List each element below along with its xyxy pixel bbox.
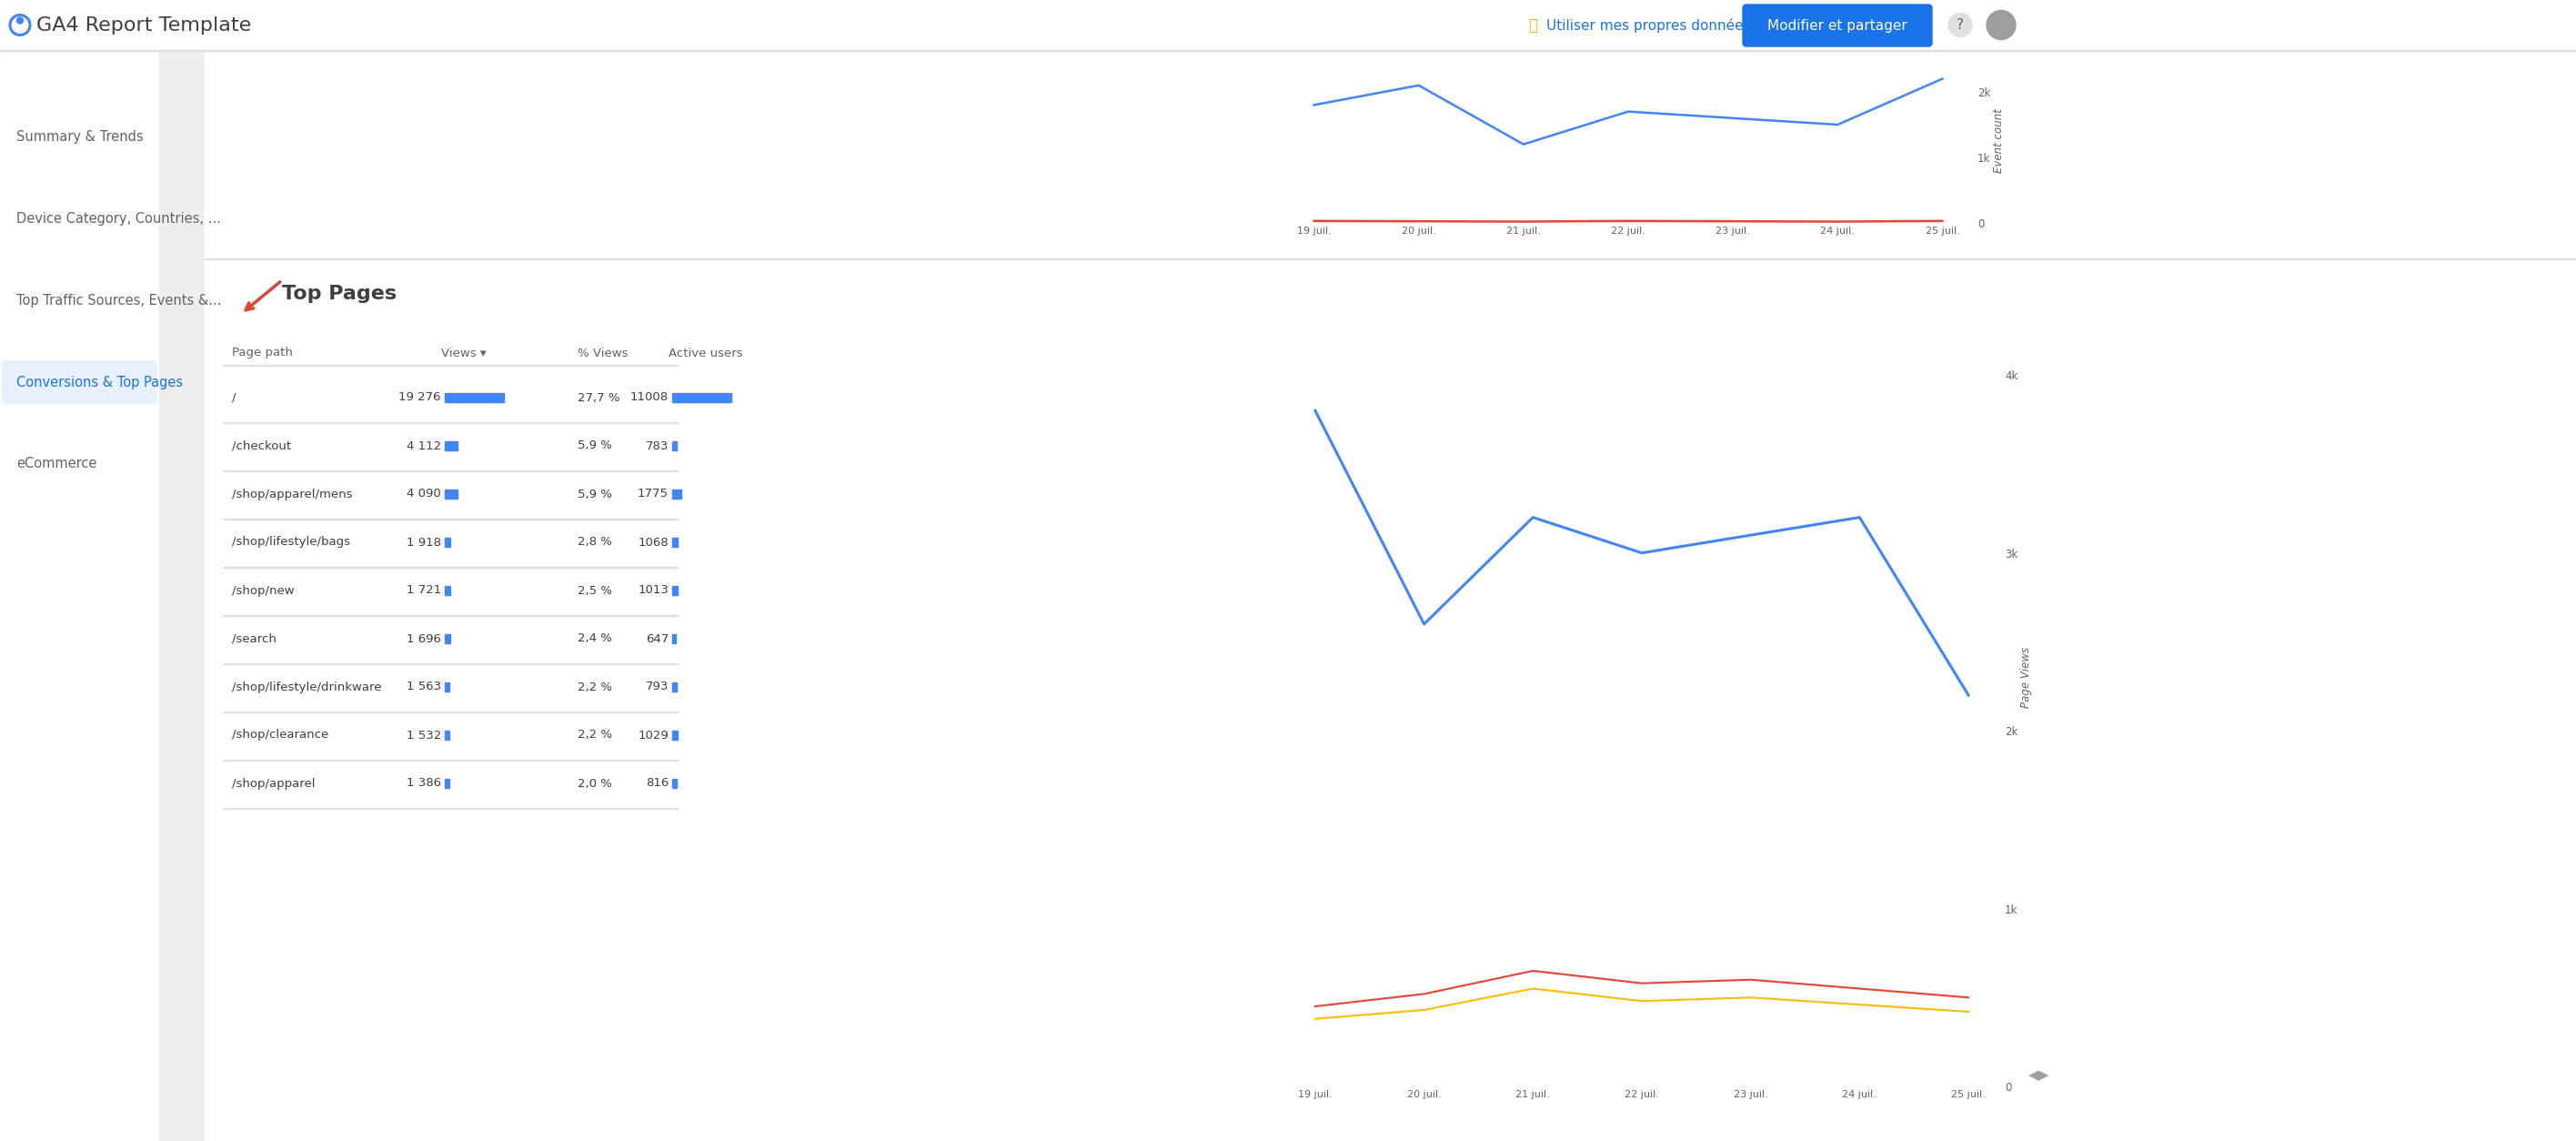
Text: ?: ? [1958, 18, 1963, 32]
Bar [672, 442, 677, 451]
Text: Top Pages: Top Pages [281, 285, 397, 304]
Text: 1 696: 1 696 [407, 633, 440, 645]
Circle shape [1947, 14, 1973, 37]
Text: 5,9 %: 5,9 % [577, 440, 613, 452]
Bar [446, 489, 459, 499]
Bar [672, 634, 675, 644]
Bar [672, 586, 677, 596]
Text: Top Traffic Sources, Events &...: Top Traffic Sources, Events &... [15, 293, 222, 307]
Text: Active users: Active users [670, 347, 742, 359]
Text: /: / [232, 391, 237, 404]
Y-axis label: Page Views: Page Views [2020, 647, 2032, 707]
Text: 📊: 📊 [1528, 17, 1538, 33]
Bar [446, 730, 448, 739]
Text: 2,0 %: 2,0 % [577, 777, 613, 790]
Text: Modifier et partager: Modifier et partager [1767, 18, 1906, 32]
Bar [672, 393, 732, 402]
Text: 647: 647 [647, 633, 670, 645]
Text: 1068: 1068 [639, 536, 670, 548]
Bar [672, 779, 677, 788]
Bar [160, 50, 204, 1141]
Bar [672, 682, 677, 691]
Bar [672, 489, 683, 499]
Text: /search: /search [232, 633, 276, 645]
Text: 5,9 %: 5,9 % [577, 488, 613, 500]
Bar [672, 730, 677, 739]
Text: 1 721: 1 721 [407, 584, 440, 597]
Bar [446, 537, 451, 547]
Text: ◀▶: ◀▶ [2027, 1068, 2050, 1082]
Text: /shop/clearance: /shop/clearance [232, 729, 330, 742]
Text: 19 276: 19 276 [399, 391, 440, 404]
Text: /shop/lifestyle/bags: /shop/lifestyle/bags [232, 536, 350, 548]
Text: /shop/apparel/mens: /shop/apparel/mens [232, 488, 353, 500]
FancyBboxPatch shape [3, 361, 157, 404]
Bar [446, 682, 451, 691]
Text: 1013: 1013 [639, 584, 670, 597]
Text: 1 386: 1 386 [407, 777, 440, 790]
Bar [446, 442, 459, 451]
Y-axis label: Event count: Event count [1994, 108, 2004, 173]
Text: 2,2 %: 2,2 % [577, 729, 613, 742]
FancyBboxPatch shape [1744, 5, 1932, 47]
Text: 1 532: 1 532 [407, 729, 440, 742]
Bar [0, 0, 2576, 50]
Text: /shop/apparel: /shop/apparel [232, 777, 314, 790]
Bar [0, 50, 160, 1141]
Bar [446, 393, 505, 402]
Text: 793: 793 [647, 681, 670, 693]
Circle shape [1986, 10, 2014, 40]
Text: /shop/new: /shop/new [232, 584, 294, 597]
Text: 4 090: 4 090 [407, 488, 440, 500]
Text: 2,2 %: 2,2 % [577, 681, 613, 693]
Text: eCommerce: eCommerce [15, 458, 98, 471]
Bar [0, 49, 2576, 51]
Text: 783: 783 [647, 440, 670, 452]
Text: 1 918: 1 918 [407, 536, 440, 548]
Text: /checkout: /checkout [232, 440, 291, 452]
Text: Summary & Trends: Summary & Trends [15, 130, 144, 144]
Text: 4 112: 4 112 [407, 440, 440, 452]
Text: 2,5 %: 2,5 % [577, 584, 613, 597]
Text: 1029: 1029 [639, 729, 670, 742]
Text: Conversions & Top Pages: Conversions & Top Pages [15, 375, 183, 389]
Text: % Views: % Views [577, 347, 629, 359]
Bar [446, 586, 451, 596]
Bar [446, 634, 451, 644]
Text: 11008: 11008 [631, 391, 670, 404]
Text: 27,7 %: 27,7 % [577, 391, 621, 404]
Legend: view_item, purchase: view_item, purchase [1510, 266, 1677, 286]
Text: /shop/lifestyle/drinkware: /shop/lifestyle/drinkware [232, 681, 381, 693]
Text: Views ▾: Views ▾ [440, 347, 487, 359]
Text: Page path: Page path [232, 347, 294, 359]
Text: 1775: 1775 [639, 488, 670, 500]
Text: 1 563: 1 563 [407, 681, 440, 693]
Text: Utiliser mes propres données: Utiliser mes propres données [1546, 18, 1752, 32]
Text: 816: 816 [647, 777, 670, 790]
Bar [672, 537, 677, 547]
Text: GA4 Report Template: GA4 Report Template [36, 16, 252, 34]
Bar [446, 779, 448, 788]
Text: 2,8 %: 2,8 % [577, 536, 613, 548]
Text: Device Category, Countries, ...: Device Category, Countries, ... [15, 211, 222, 225]
Text: 2,4 %: 2,4 % [577, 633, 613, 645]
Circle shape [18, 17, 23, 24]
